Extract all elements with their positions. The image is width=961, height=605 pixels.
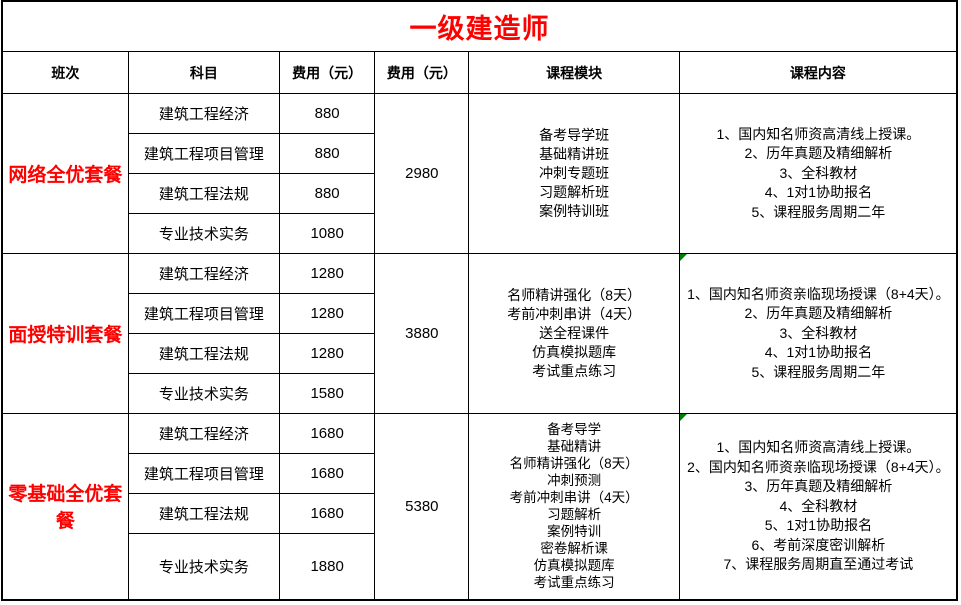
- package-fee-cell-1: 2980: [374, 93, 470, 254]
- table-row: 网络全优套餐 建筑工程经济 880 2980 备考导学班 基础精讲班 冲刺专题班…: [1, 93, 958, 254]
- package-fee-cell-2: 3880: [374, 253, 470, 414]
- subject-cell: 建筑工程法规: [127, 333, 281, 374]
- col-header-class: 班次: [1, 51, 129, 94]
- table-row: 建筑工程项目管理 1280: [2, 293, 957, 334]
- subject-cell: 建筑工程经济: [127, 413, 281, 454]
- subject-cell: 建筑工程经济: [127, 253, 281, 294]
- fee-cell: 880: [279, 133, 376, 174]
- fee-cell: 1680: [279, 453, 376, 494]
- table-row: 一级建造师: [1, 0, 958, 52]
- fee-cell: 880: [279, 93, 376, 134]
- table-row: 建筑工程项目管理 880: [2, 133, 957, 174]
- page-title: 一级建造师: [1, 0, 958, 52]
- table-row: 面授特训套餐 建筑工程经济 1280 3880 名师精讲强化（8天） 考前冲刺串…: [1, 253, 958, 414]
- contents-cell-3: 1、国内知名师资高清线上授课。 2、国内知名师资亲临现场授课（8+4天）。 3、…: [678, 413, 958, 600]
- table-row: 专业技术实务 1880: [2, 533, 957, 600]
- subject-cell: 建筑工程项目管理: [127, 453, 281, 494]
- fee-cell: 880: [279, 173, 376, 214]
- contents-text: 1、国内知名师资亲临现场授课（8+4天）。 2、历年真题及精细解析 3、全科教材…: [687, 285, 950, 380]
- modules-cell-2: 名师精讲强化（8天） 考前冲刺串讲（4天） 送全程课件 仿真模拟题库 考试重点练…: [468, 253, 680, 414]
- fee-cell: 1280: [279, 333, 376, 374]
- fee-cell: 1280: [279, 293, 376, 334]
- subject-cell: 建筑工程法规: [127, 173, 281, 214]
- fee-cell: 1680: [279, 493, 376, 534]
- contents-cell-2: 1、国内知名师资亲临现场授课（8+4天）。 2、历年真题及精细解析 3、全科教材…: [678, 253, 958, 414]
- cell-error-marker-icon: [680, 414, 687, 421]
- table-row: 建筑工程法规 880: [2, 173, 957, 214]
- contents-text: 1、国内知名师资高清线上授课。 2、历年真题及精细解析 3、全科教材 4、1对1…: [716, 125, 921, 220]
- fee-cell: 1580: [279, 373, 376, 414]
- package-fee-cell-3: 5380: [374, 413, 470, 600]
- table-row: 零基础全优套餐 建筑工程经济 1680 5380 备考导学 基础精讲 名师精讲强…: [1, 413, 958, 600]
- col-header-subject: 科目: [127, 51, 281, 94]
- subject-cell: 专业技术实务: [127, 373, 281, 414]
- table-row: 建筑工程法规 1280: [2, 333, 957, 374]
- col-header-fee: 费用（元）: [279, 51, 376, 94]
- table-row: 专业技术实务 1080: [2, 213, 957, 254]
- subject-cell: 建筑工程项目管理: [127, 133, 281, 174]
- contents-text: 1、国内知名师资高清线上授课。 2、国内知名师资亲临现场授课（8+4天）。 3、…: [687, 439, 950, 572]
- fee-cell: 1280: [279, 253, 376, 294]
- col-header-package-fee: 费用（元）: [374, 51, 470, 94]
- subject-cell: 建筑工程项目管理: [127, 293, 281, 334]
- group-name-cell-3: 零基础全优套餐: [1, 413, 129, 600]
- cell-error-marker-icon: [680, 254, 687, 261]
- table-row: 建筑工程项目管理 1680: [2, 453, 957, 494]
- table-row: 专业技术实务 1580: [2, 373, 957, 414]
- col-header-modules: 课程模块: [468, 51, 680, 94]
- group-name-cell-2: 面授特训套餐: [1, 253, 129, 414]
- subject-cell: 专业技术实务: [127, 213, 281, 254]
- table-row: 建筑工程法规 1680: [2, 493, 957, 534]
- subject-cell: 建筑工程经济: [127, 93, 281, 134]
- table-header-row: 班次 科目 费用（元） 费用（元） 课程模块 课程内容: [1, 51, 958, 94]
- fee-cell: 1080: [279, 213, 376, 254]
- fee-cell: 1880: [279, 533, 376, 600]
- modules-cell-1: 备考导学班 基础精讲班 冲刺专题班 习题解析班 案例特训班: [468, 93, 680, 254]
- modules-cell-3: 备考导学 基础精讲 名师精讲强化（8天） 冲刺预测 考前冲刺串讲（4天） 习题解…: [468, 413, 680, 600]
- col-header-contents: 课程内容: [678, 51, 958, 94]
- contents-cell-1: 1、国内知名师资高清线上授课。 2、历年真题及精细解析 3、全科教材 4、1对1…: [678, 93, 958, 254]
- group-name-cell-1: 网络全优套餐: [1, 93, 129, 254]
- subject-cell: 建筑工程法规: [127, 493, 281, 534]
- fee-cell: 1680: [279, 413, 376, 454]
- subject-cell: 专业技术实务: [127, 533, 281, 600]
